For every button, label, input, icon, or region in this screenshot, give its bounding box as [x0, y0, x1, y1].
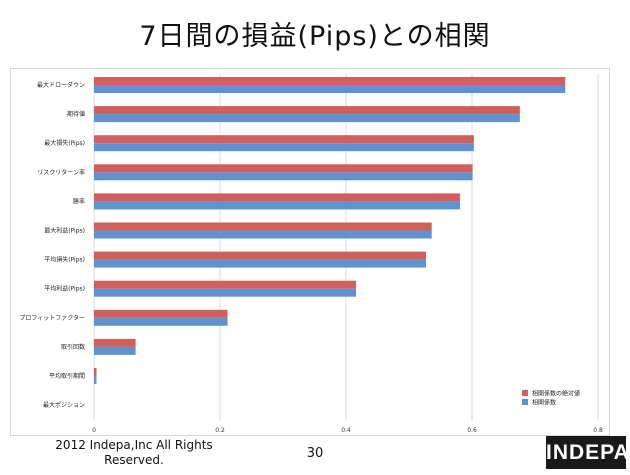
bar-abs-correlation [94, 222, 432, 231]
x-tick-label: 0.6 [467, 427, 477, 434]
bar-correlation [94, 85, 566, 93]
bar-abs-correlation [94, 164, 473, 173]
bar-correlation [94, 259, 427, 268]
slide-title: 7日間の損益(Pips)との相関 [139, 21, 491, 52]
x-tick-label: 0.2 [215, 427, 225, 434]
bar-abs-correlation [94, 338, 136, 347]
category-label: 期待値 [67, 110, 85, 118]
bar-correlation [94, 114, 520, 123]
bar-abs-correlation [94, 309, 228, 318]
bar-correlation [94, 317, 228, 326]
bar-abs-correlation [94, 106, 520, 115]
chart-area: 0 0.2 0.4 0.6 0.8 最大ドローダウン期待値最大損失(Pips) リスクリター… [10, 68, 610, 436]
bar-correlation [94, 172, 473, 181]
bar-abs-correlation [94, 280, 357, 289]
category-label: 取引回数 [61, 343, 85, 351]
category-label: リスクリターン率 [37, 168, 85, 176]
page-number: 30 [306, 446, 324, 461]
category-label: 平均利益(Pips) [44, 285, 85, 293]
bar-abs-correlation [94, 251, 427, 260]
bar-abs-correlation [94, 135, 474, 144]
legend-swatch [522, 399, 528, 405]
x-tick-label: 0 [92, 427, 96, 434]
bar-correlation [94, 230, 432, 239]
copyright-footer: 2012 Indepa,Inc All Rights Reserved. [55, 438, 213, 467]
x-tick-label: 0.4 [341, 427, 351, 434]
category-label: プロフィットファクター [19, 314, 85, 322]
category-label: 平均損失(Pips) [44, 256, 85, 264]
category-label: 最大利益(Pips) [44, 227, 85, 235]
bar-correlation [94, 143, 474, 152]
bar-abs-correlation [94, 193, 461, 202]
legend-label: 相関係数の絶対値 [532, 390, 580, 398]
category-label: 最大ドローダウン [37, 81, 85, 89]
legend-swatch [522, 390, 528, 396]
indepa-logo: INDEPA [546, 436, 629, 469]
bar-abs-correlation [94, 77, 566, 85]
bar-abs-correlation [94, 368, 97, 376]
bar-correlation [94, 376, 97, 384]
bar-correlation [94, 288, 357, 297]
bar-correlation [94, 201, 461, 210]
category-label: 最大ポジション [43, 401, 85, 409]
category-label: 最大損失(Pips) [44, 139, 85, 147]
legend-label: 相関係数 [532, 399, 556, 407]
x-tick-label: 0.8 [593, 427, 603, 434]
category-label: 勝率 [73, 197, 85, 205]
bar-correlation [94, 346, 136, 355]
category-label: 平均取引期間 [49, 372, 85, 380]
